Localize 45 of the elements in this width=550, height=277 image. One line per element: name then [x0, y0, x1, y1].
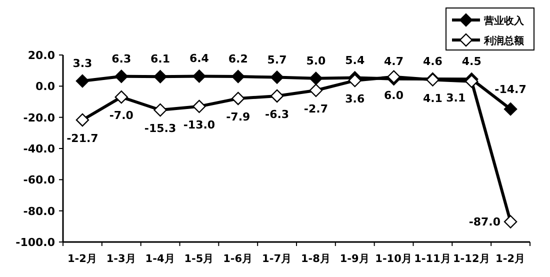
data-label: 5.4: [345, 54, 365, 67]
y-tick-label: -80.0: [23, 204, 56, 218]
data-label: 4.5: [462, 55, 482, 68]
legend-label: 营业收入: [483, 15, 525, 27]
data-label: -21.7: [66, 132, 98, 145]
x-tick-label: 1-11月: [414, 253, 452, 265]
data-label: 3.3: [72, 57, 92, 70]
x-tick-label: 1-2月: [67, 253, 98, 265]
data-label: -7.9: [226, 110, 250, 124]
x-tick-label: 1-2月: [496, 253, 526, 265]
data-label: -15.3: [144, 122, 176, 136]
data-label: 5.7: [267, 53, 287, 66]
data-label: 6.0: [384, 88, 404, 102]
x-tick-label: 1-10月: [375, 253, 412, 265]
x-tick-label: 1-7月: [262, 253, 292, 265]
data-label: -7.0: [109, 109, 134, 122]
x-tick-label: 1-3月: [106, 253, 136, 265]
data-label: -13.0: [183, 118, 216, 132]
y-tick-label: -20.0: [23, 111, 56, 124]
data-label: 3.1: [446, 91, 466, 104]
x-tick-label: 1-9月: [340, 253, 370, 265]
x-tick-label: 1-6月: [223, 253, 254, 265]
data-label: -2.7: [304, 102, 328, 116]
data-label: 6.4: [189, 52, 210, 66]
data-label: 4.7: [384, 54, 404, 68]
data-label: 3.6: [345, 92, 365, 106]
legend-label: 利润总额: [483, 35, 525, 47]
data-label: 6.2: [228, 52, 248, 66]
data-label: 6.3: [112, 52, 132, 66]
data-label: 4.6: [422, 55, 443, 68]
y-tick-label: -100.0: [16, 236, 56, 249]
y-tick-label: -60.0: [23, 174, 56, 187]
data-label: -14.7: [494, 83, 526, 96]
x-tick-label: 1-4月: [145, 253, 176, 265]
x-tick-label: 1-5月: [184, 253, 214, 265]
data-label: -6.3: [265, 108, 290, 121]
y-tick-label: -40.0: [23, 142, 56, 156]
data-label: 5.0: [306, 54, 326, 68]
data-label: -87.0: [468, 216, 501, 229]
x-tick-label: 1-8月: [300, 253, 331, 265]
data-label: 6.1: [150, 52, 170, 66]
x-tick-label: 1-12月: [452, 253, 490, 265]
y-tick-label: 20.0: [28, 49, 56, 62]
data-label: 4.1: [422, 92, 442, 105]
y-tick-label: 0.0: [36, 80, 56, 94]
